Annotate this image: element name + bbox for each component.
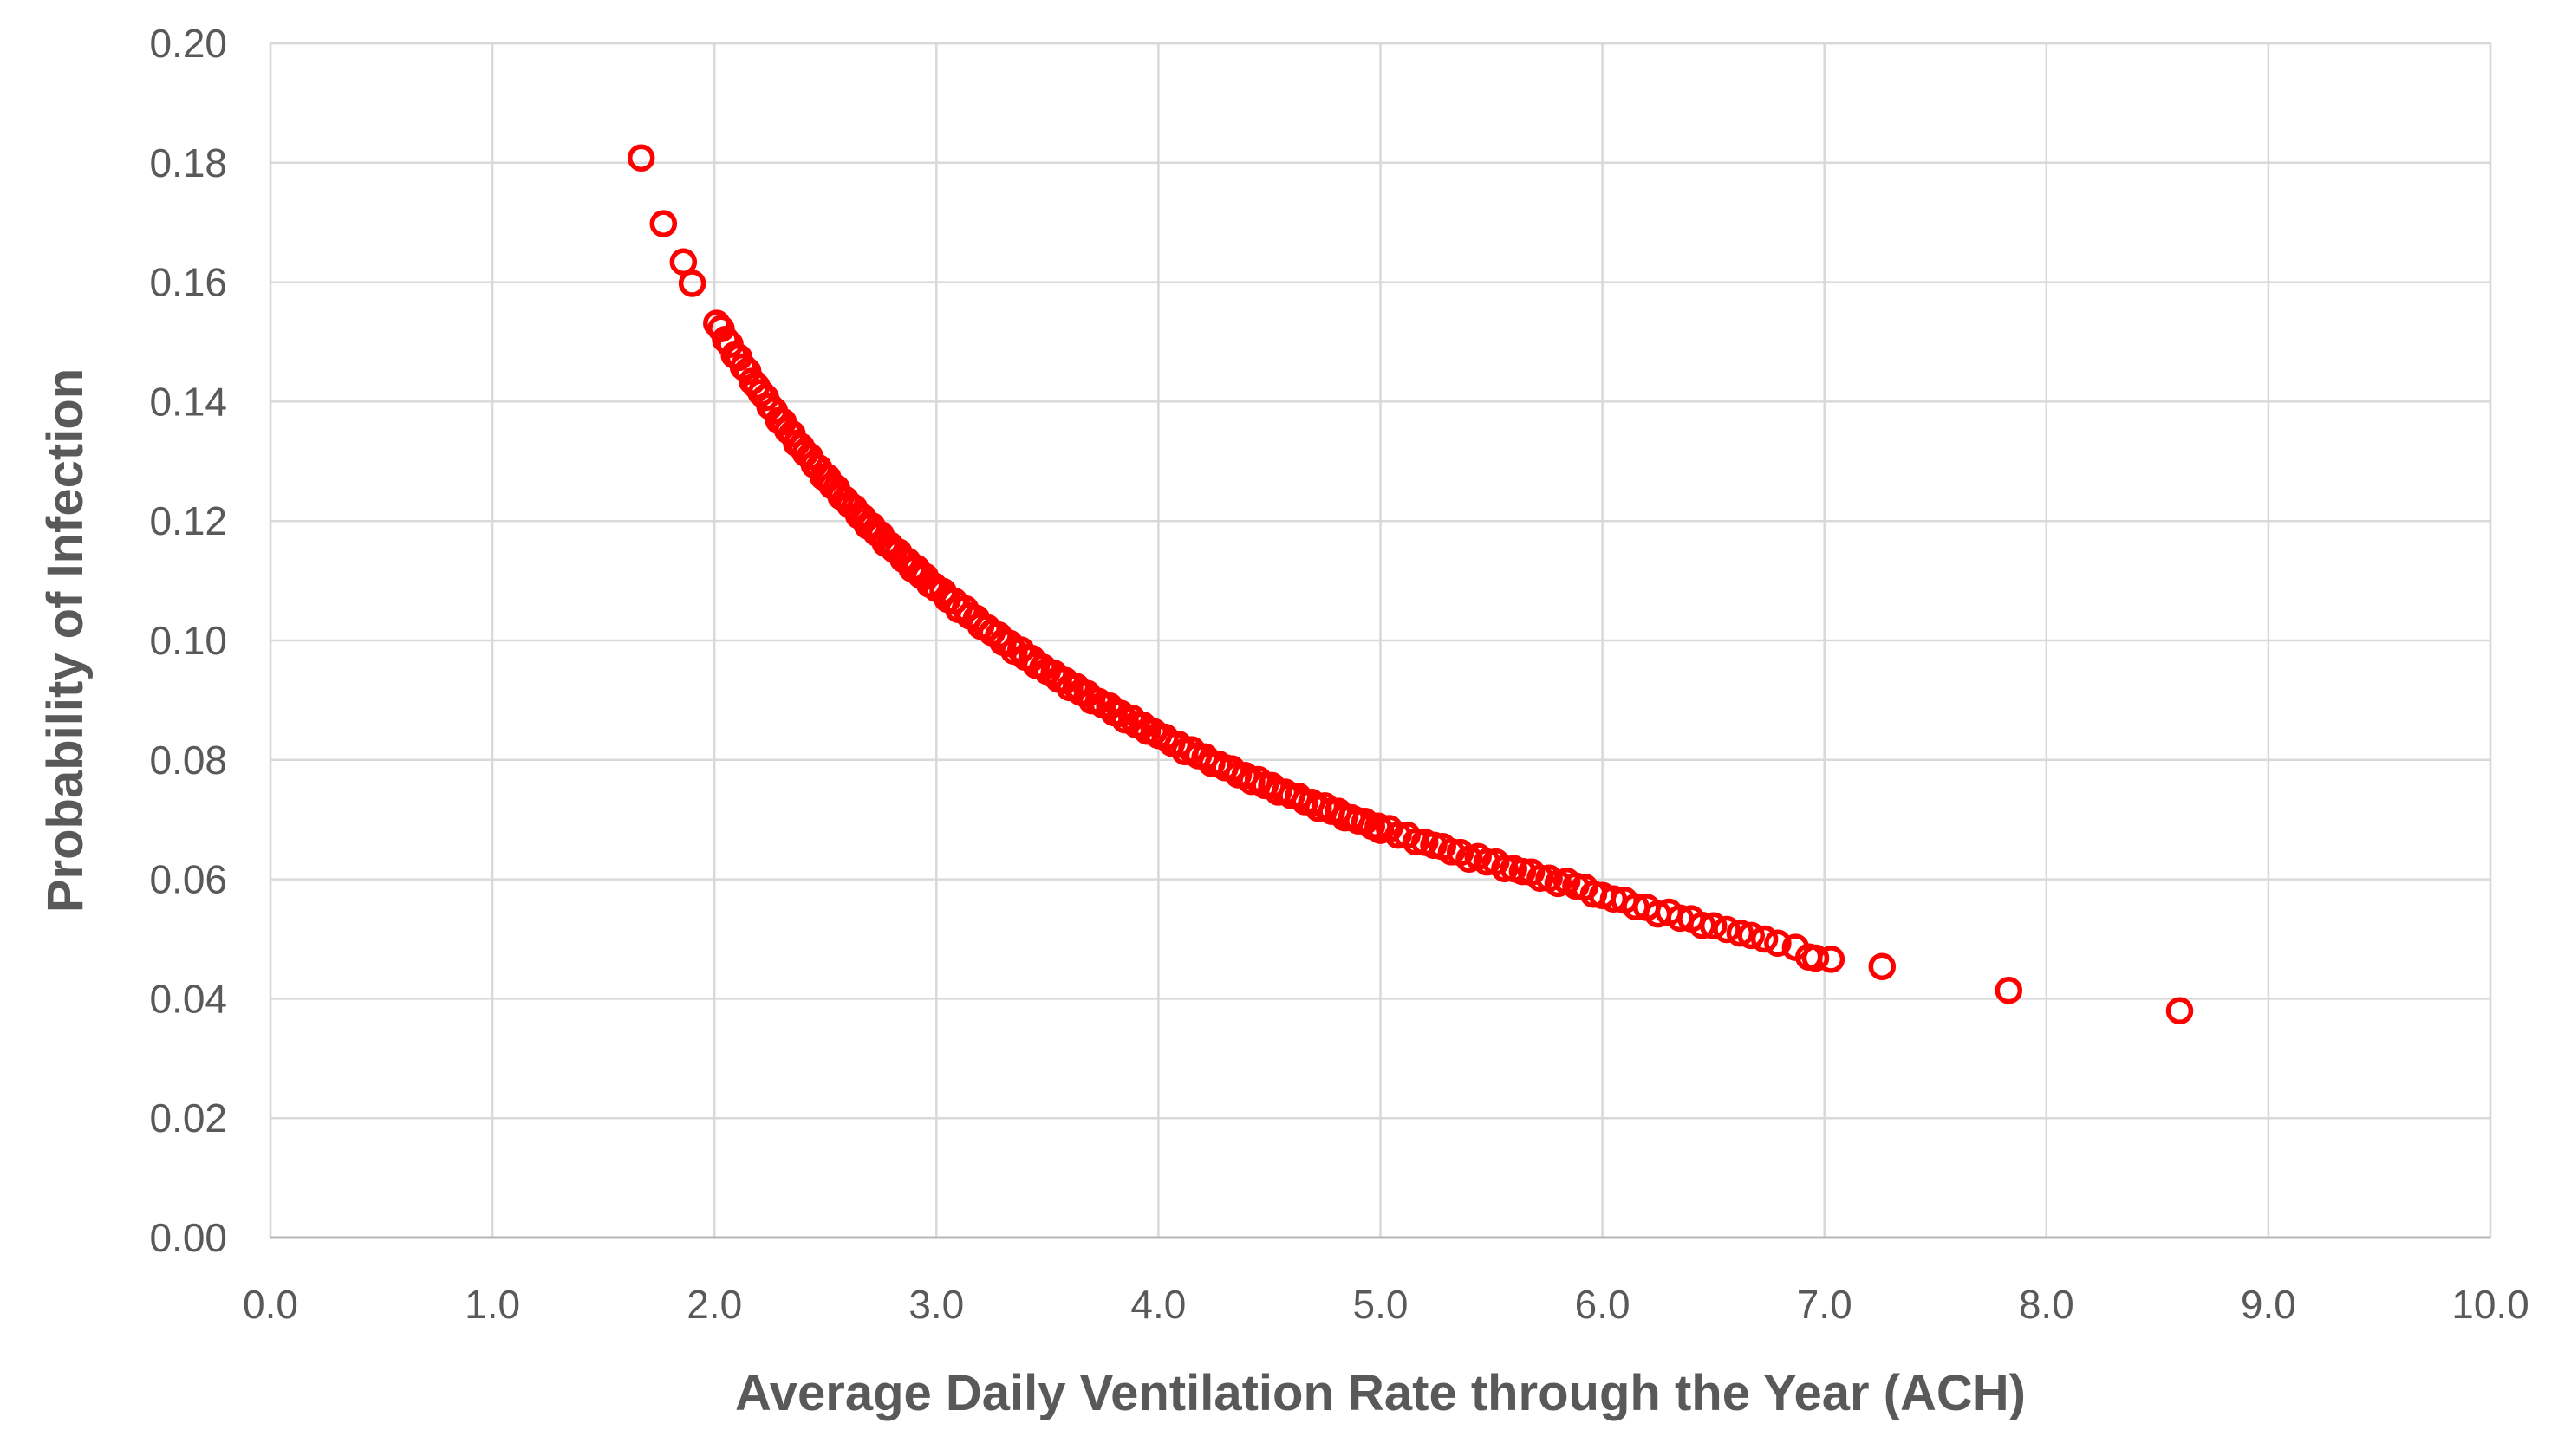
scatter-point	[1868, 952, 1897, 980]
y-axis-title: Probability of Infection	[37, 368, 94, 913]
y-tick-label: 0.00	[149, 1215, 227, 1260]
y-tick-label: 0.04	[149, 976, 227, 1021]
scatter-point	[1244, 765, 1272, 794]
x-tick-label: 0.0	[243, 1282, 298, 1327]
scatter-point	[1737, 921, 1765, 950]
scatter-point	[1726, 919, 1754, 947]
scatter-point	[1750, 925, 1779, 953]
y-tick-label: 0.18	[149, 140, 227, 185]
tick-labels-layer: 0.0 1.0 2.0 3.0 4.0 5.0 6.0 7.0 8.0 9.0 10.0 0.00 0.…	[149, 21, 2529, 1327]
scatter-point	[1178, 736, 1206, 764]
scatter-point	[1995, 977, 2023, 1004]
scatter-point	[2165, 997, 2194, 1024]
gridlines-layer	[269, 42, 2492, 1239]
scatter-point	[1764, 929, 1792, 958]
axes-layer	[269, 42, 2492, 1239]
x-tick-label: 3.0	[908, 1282, 964, 1327]
scatter-point	[1801, 944, 1830, 972]
scatter-point	[627, 144, 655, 172]
x-tick-label: 1.0	[465, 1282, 520, 1327]
x-tick-label: 7.0	[1797, 1282, 1852, 1327]
scatter-point	[1151, 723, 1179, 751]
x-tick-label: 9.0	[2241, 1282, 2296, 1327]
y-tick-label: 0.20	[149, 21, 227, 66]
y-tick-label: 0.08	[149, 738, 227, 783]
y-tick-label: 0.12	[149, 498, 227, 543]
scatter-point	[678, 270, 706, 297]
y-tick-label: 0.06	[149, 857, 227, 902]
scatter-point	[649, 210, 678, 237]
scatter-point	[1191, 743, 1219, 771]
scatter-point	[1689, 911, 1716, 939]
x-tick-label: 10.0	[2451, 1282, 2529, 1327]
x-tick-label: 5.0	[1353, 1282, 1409, 1327]
x-tick-label: 8.0	[2019, 1282, 2074, 1327]
scatter-point	[1713, 915, 1741, 944]
x-tick-label: 4.0	[1130, 1282, 1186, 1327]
scatter-point	[1164, 731, 1193, 758]
scatter-point	[1699, 912, 1728, 940]
y-tick-label: 0.16	[149, 260, 227, 305]
data-points-layer	[627, 144, 2194, 1024]
scatter-point	[1402, 828, 1430, 855]
x-axis-title: Average Daily Ventilation Rate through t…	[735, 1365, 2026, 1421]
y-tick-label: 0.02	[149, 1095, 227, 1141]
y-tick-label: 0.10	[149, 618, 227, 663]
scatter-point	[1817, 946, 1845, 973]
x-tick-label: 6.0	[1575, 1282, 1630, 1327]
scatter-point	[1218, 755, 1246, 783]
y-tick-label: 0.14	[149, 379, 227, 424]
scatter-point	[1526, 864, 1554, 892]
scatter-point	[1491, 855, 1519, 882]
x-tick-label: 2.0	[687, 1282, 742, 1327]
